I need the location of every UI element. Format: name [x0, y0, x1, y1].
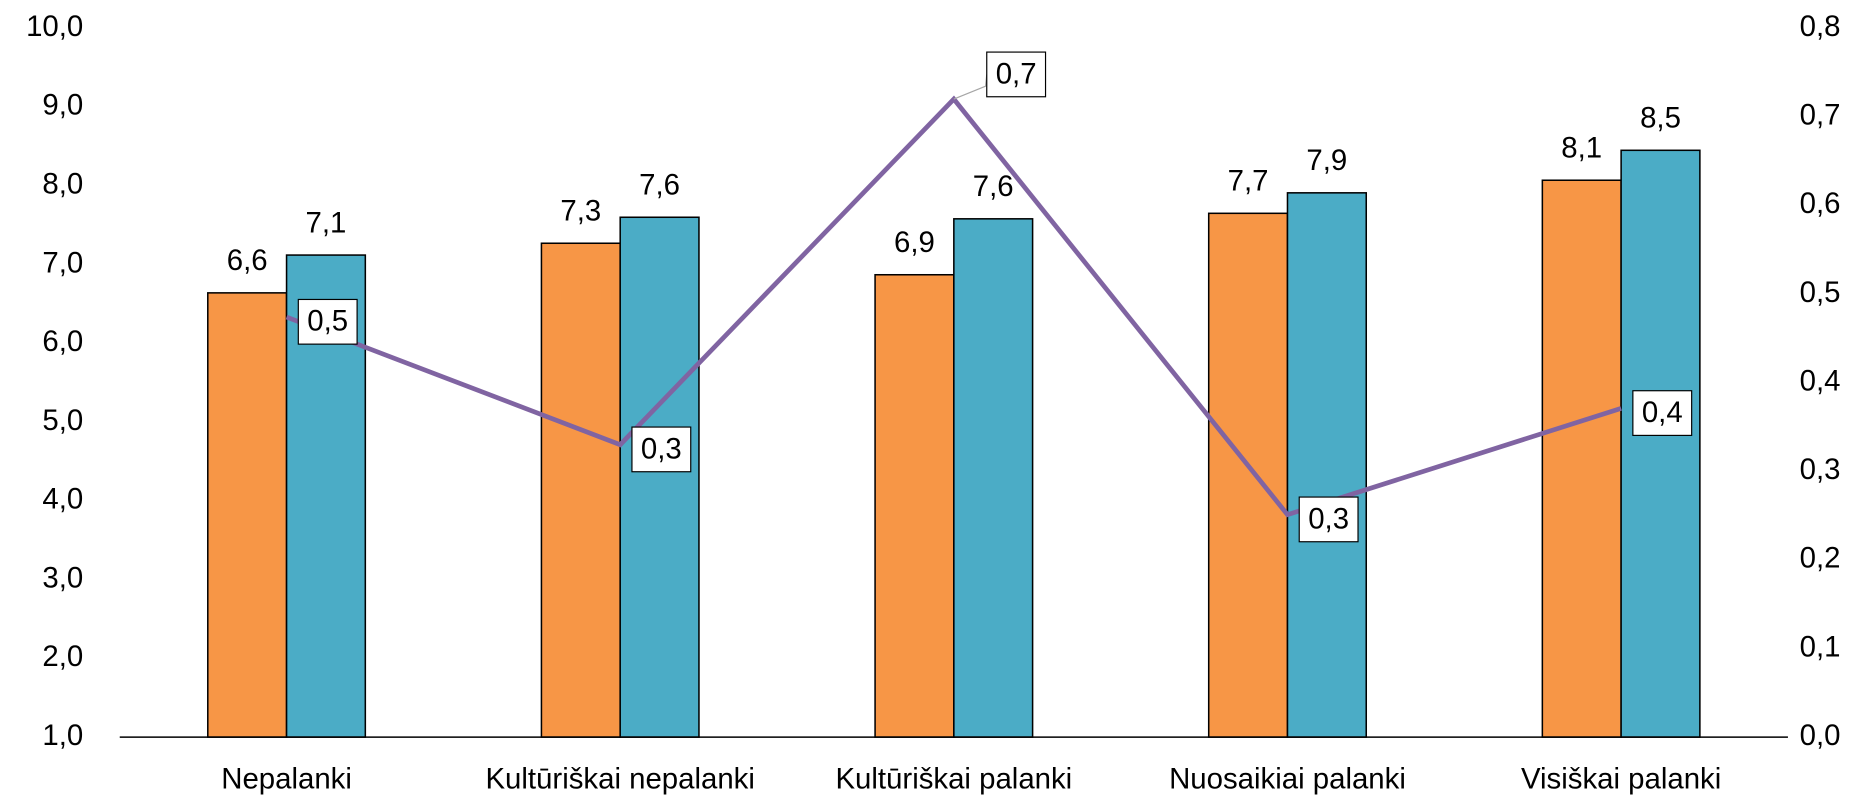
- y-tick-label: 10,0: [26, 10, 83, 43]
- y2-tick-label: 0,0: [1800, 719, 1841, 752]
- bar-value-label: 7,3: [560, 194, 601, 227]
- bar: [540, 242, 621, 738]
- bar-value-label: 7,6: [639, 168, 680, 201]
- bar: [1207, 212, 1289, 738]
- bar-value-label: 7,1: [306, 206, 347, 239]
- x-tick-label: Kultūriškai nepalanki: [485, 762, 754, 795]
- y2-tick-label: 0,1: [1800, 630, 1841, 663]
- bar-value-label: 7,6: [973, 170, 1014, 203]
- y2-tick-label: 0,5: [1800, 276, 1841, 309]
- y2-tick-label: 0,8: [1800, 10, 1841, 43]
- y2-tick-label: 0,6: [1800, 187, 1841, 220]
- x-tick-label: Visiškai palanki: [1521, 762, 1721, 795]
- line-value-label: 0,5: [307, 305, 348, 338]
- x-tick-label: Nepalanki: [221, 762, 352, 795]
- y2-tick-label: 0,2: [1800, 542, 1841, 575]
- y-tick-label: 4,0: [42, 483, 83, 516]
- label-box: [297, 298, 358, 345]
- bar-value-label: 7,9: [1306, 144, 1347, 177]
- y-tick-label: 7,0: [42, 246, 83, 279]
- bar-value-label: 7,7: [1228, 165, 1269, 198]
- bar: [619, 216, 700, 738]
- leader-line: [953, 74, 988, 100]
- bar: [874, 273, 955, 738]
- bar: [953, 218, 1034, 738]
- bar-value-label: 6,9: [894, 226, 935, 259]
- y-tick-label: 8,0: [42, 168, 83, 201]
- bar: [1541, 179, 1622, 738]
- line-value-label: 0,3: [641, 432, 682, 465]
- bar-value-label: 8,1: [1561, 131, 1602, 164]
- bar: [207, 292, 288, 738]
- label-box: [1298, 496, 1359, 543]
- label-box: [986, 51, 1047, 98]
- label-box: [1632, 390, 1693, 436]
- y-tick-label: 2,0: [42, 640, 83, 673]
- bar: [1620, 149, 1701, 738]
- bar-value-label: 8,5: [1640, 102, 1681, 135]
- y2-tick-label: 0,7: [1800, 99, 1841, 132]
- y-tick-label: 1,0: [42, 719, 83, 752]
- y2-tick-label: 0,3: [1800, 453, 1841, 486]
- y-tick-label: 3,0: [42, 561, 83, 594]
- line-value-label: 0,7: [996, 57, 1037, 90]
- y-tick-label: 5,0: [42, 404, 83, 437]
- y-tick-label: 6,0: [42, 325, 83, 358]
- label-box: [631, 426, 692, 473]
- line-value-label: 0,4: [1642, 396, 1683, 429]
- line-value-label: 0,3: [1308, 502, 1349, 535]
- bar-value-label: 6,6: [227, 244, 268, 277]
- y-tick-label: 9,0: [42, 89, 83, 122]
- x-tick-label: Kultūriškai palanki: [835, 762, 1072, 795]
- x-tick-label: Nuosaikiai palanki: [1169, 762, 1406, 795]
- bar: [1286, 192, 1368, 738]
- y2-tick-label: 0,4: [1800, 364, 1841, 397]
